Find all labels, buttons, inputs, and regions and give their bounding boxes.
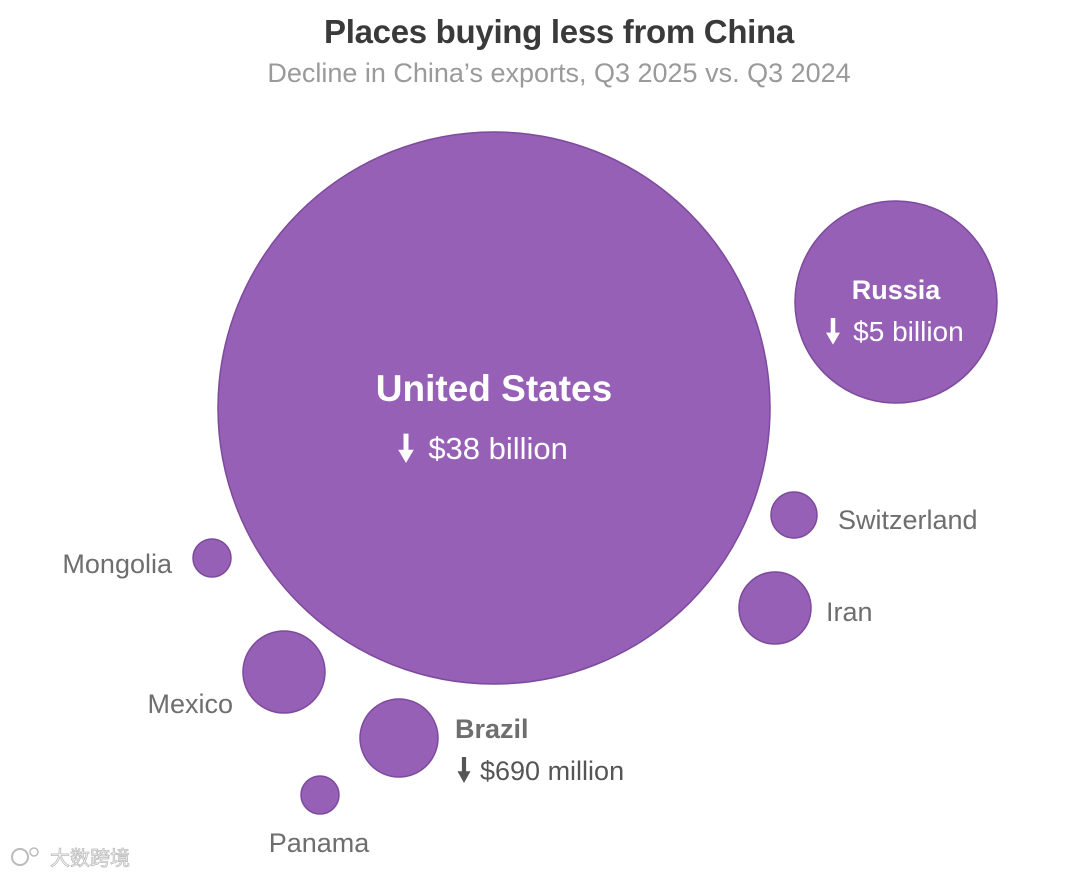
bubble-label-panama: Panama xyxy=(269,828,371,858)
bubble-label-mexico: Mexico xyxy=(147,689,233,719)
bubble-label-mongolia: Mongolia xyxy=(62,549,173,579)
chart-title: Places buying less from China xyxy=(324,13,795,50)
down-arrow-icon xyxy=(398,433,414,464)
bubble-label-united-states: United States xyxy=(376,368,612,409)
value-label-united-states: $38 billion xyxy=(428,431,568,466)
bubble-label-iran: Iran xyxy=(826,597,873,627)
value-label-russia: $5 billion xyxy=(853,316,964,347)
labels-layer: United States $38 billion Russia $5 billion… xyxy=(62,275,977,858)
down-arrow-icon xyxy=(826,318,840,345)
chart-subtitle: Decline in China’s exports, Q3 2025 vs. … xyxy=(267,58,850,88)
watermark: 大数跨境 xyxy=(11,846,130,870)
bubble-brazil xyxy=(359,698,439,778)
bubble-panama xyxy=(300,775,340,815)
watermark-text: 大数跨境 xyxy=(50,846,130,870)
watermark-logo-icon-dot xyxy=(29,847,39,857)
bubble-switzerland xyxy=(770,491,818,539)
bubble-iran xyxy=(738,571,812,645)
down-arrow-icon xyxy=(457,757,471,783)
bubble-label-switzerland: Switzerland xyxy=(838,505,978,535)
bubble-united-states xyxy=(217,131,771,685)
value-label-brazil: $690 million xyxy=(480,756,624,786)
bubbles-layer xyxy=(192,131,998,815)
bubble-mongolia xyxy=(192,538,232,578)
bubble-russia xyxy=(794,200,998,404)
bubble-label-russia: Russia xyxy=(852,275,942,305)
bubble-mexico xyxy=(242,630,326,714)
watermark-logo-icon xyxy=(11,848,29,866)
bubble-label-brazil: Brazil xyxy=(455,714,529,744)
